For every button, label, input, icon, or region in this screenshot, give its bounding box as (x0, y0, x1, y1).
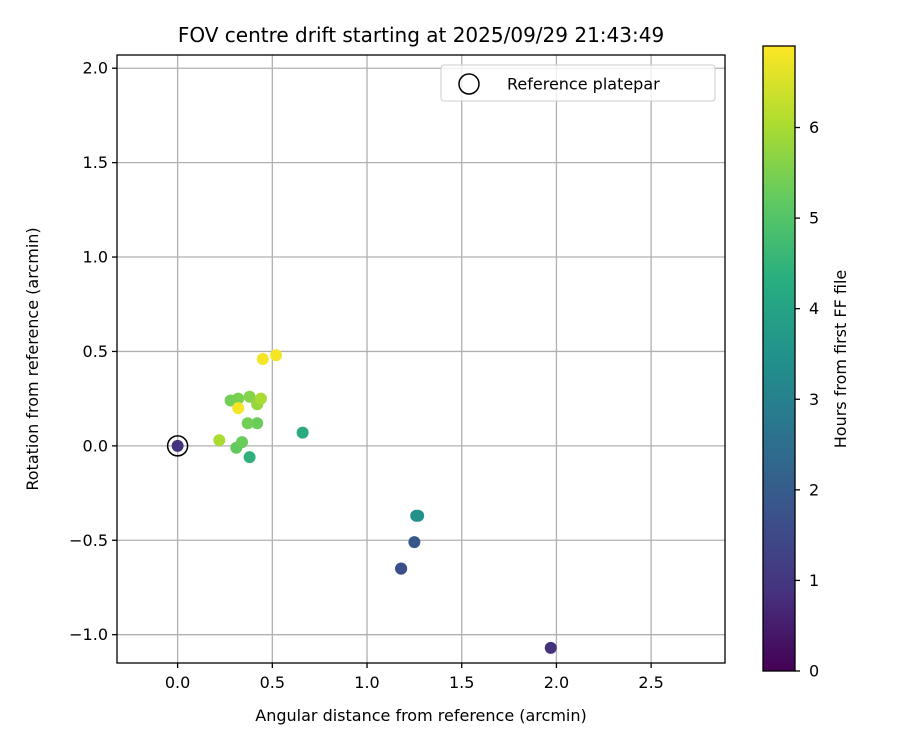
data-point (243, 451, 256, 464)
data-point (232, 402, 245, 415)
reference-data-point (171, 439, 184, 452)
data-point (296, 426, 309, 439)
colorbar-gradient (762, 45, 796, 672)
data-point (213, 434, 226, 447)
data-points (166, 349, 557, 654)
y-tick-label: −1.0 (69, 625, 108, 644)
colorbar-tick-label: 2 (809, 480, 819, 499)
x-tick-label: 1.5 (449, 673, 474, 692)
legend-label-reference: Reference platepar (507, 75, 660, 94)
colorbar-tick-label: 4 (809, 299, 819, 318)
y-axis-label: Rotation from reference (arcmin) (23, 227, 42, 490)
y-tick-label: 1.5 (83, 153, 108, 172)
y-tick-label: −0.5 (69, 531, 108, 550)
colorbar-tick-label: 5 (809, 209, 819, 228)
colorbar-ticks: 0 1 2 3 4 5 6 (795, 118, 819, 681)
data-point (408, 536, 421, 549)
legend: Reference platepar (440, 64, 716, 102)
y-tick-label: 2.0 (83, 59, 108, 78)
data-point (241, 417, 254, 430)
data-point (254, 392, 267, 405)
x-axis-label: Angular distance from reference (arcmin) (255, 706, 586, 725)
data-point (412, 509, 425, 522)
colorbar-tick-label: 6 (809, 118, 819, 137)
data-point (270, 349, 283, 362)
reference-platepar-marker (166, 435, 189, 457)
data-point (243, 390, 256, 403)
legend-marker-reference (458, 73, 480, 95)
colorbar: 0 1 2 3 4 5 6 Hours from first FF file (762, 45, 850, 681)
colorbar-label: Hours from first FF file (831, 270, 850, 449)
data-point (251, 417, 264, 430)
plot-frame (116, 54, 726, 664)
colorbar-tick-label: 1 (809, 571, 819, 590)
y-tick-label: 0.5 (83, 342, 108, 361)
data-point (544, 641, 557, 654)
x-tick-label: 0.5 (260, 673, 285, 692)
chart-title: FOV centre drift starting at 2025/09/29 … (178, 23, 664, 47)
y-tick-label: 1.0 (83, 248, 108, 267)
colorbar-tick-label: 3 (809, 390, 819, 409)
colorbar-tick-label: 0 (809, 662, 819, 681)
data-point (256, 353, 269, 365)
x-tick-label: 0.0 (165, 673, 190, 692)
axes: 0.0 0.5 1.0 1.5 2.0 2.5 −1.0 −0.5 0.0 0.5 1.0 1.5 2.… (69, 59, 664, 692)
x-tick-label: 1.0 (354, 673, 379, 692)
legend-box (440, 64, 716, 102)
grid-lines (117, 55, 725, 663)
x-tick-label: 2.5 (638, 673, 663, 692)
data-point (395, 562, 408, 575)
data-point (236, 436, 249, 449)
y-tick-label: 0.0 (83, 436, 108, 455)
data-point (232, 392, 245, 405)
x-tick-label: 2.0 (544, 673, 569, 692)
